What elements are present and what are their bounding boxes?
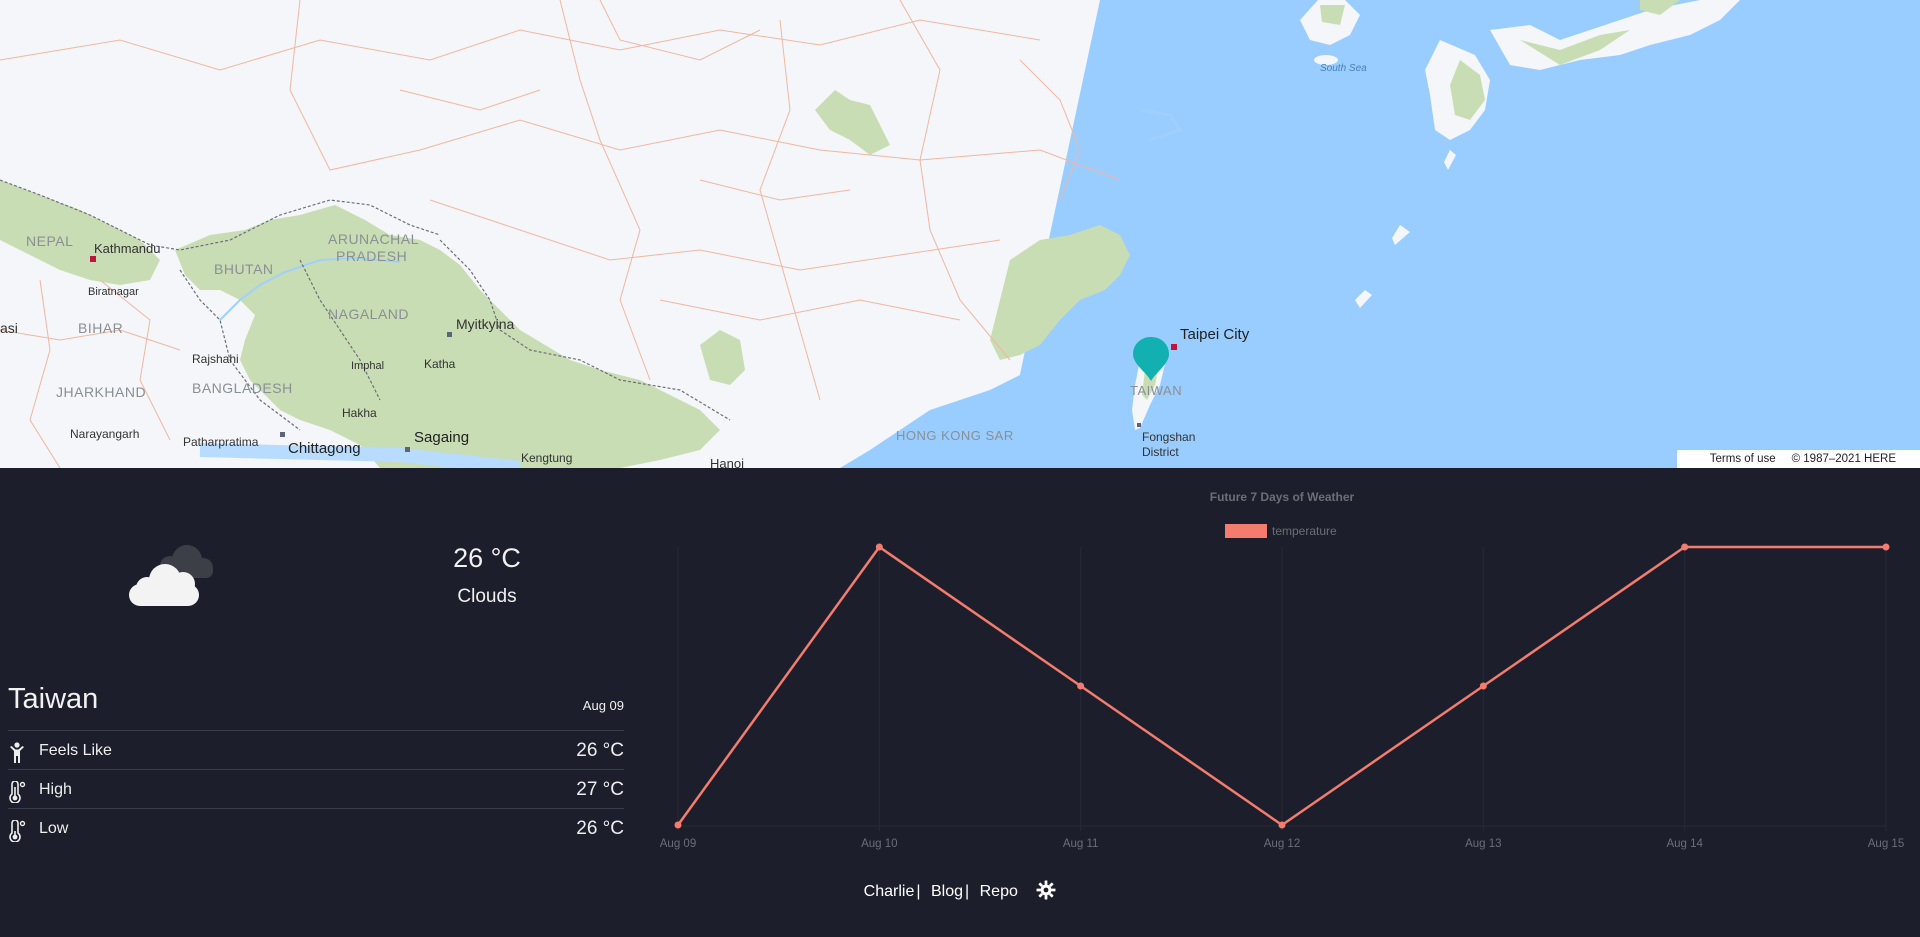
city-dot-kathmandu <box>90 256 96 262</box>
label-nepal: NEPAL <box>26 233 74 249</box>
current-temperature: 26 °C <box>453 543 521 573</box>
label-patharpratima: Patharpratima <box>183 435 259 449</box>
low-row: Low 26 °C <box>8 808 624 847</box>
data-point[interactable] <box>1882 543 1890 551</box>
label-narayangarh: Narayangarh <box>70 427 140 441</box>
city-dot-myitkyina <box>447 332 452 337</box>
label-hakha: Hakha <box>342 406 377 420</box>
label-fongshan: Fongshan <box>1142 430 1196 444</box>
legend-label[interactable]: temperature <box>1272 524 1337 538</box>
gear-icon[interactable] <box>1036 880 1056 900</box>
high-label: High <box>39 781 72 798</box>
low-label: Low <box>39 820 69 837</box>
high-value: 27 °C <box>576 779 624 800</box>
data-point[interactable] <box>1077 682 1085 690</box>
x-tick-label: Aug 15 <box>1868 838 1904 850</box>
clouds-icon <box>129 545 213 606</box>
label-hanoi: Hanoi <box>710 456 744 468</box>
label-chittagong: Chittagong <box>288 440 361 457</box>
x-tick-label: Aug 13 <box>1465 838 1501 850</box>
location-name: Taiwan <box>8 683 99 715</box>
footer-separator: | <box>965 883 970 900</box>
chart-title: Future 7 Days of Weather <box>1210 490 1355 504</box>
terms-of-use-link[interactable]: Terms of use <box>1709 453 1776 465</box>
data-point[interactable] <box>674 821 682 829</box>
data-point[interactable] <box>1479 682 1487 690</box>
feels-like-row: Feels Like 26 °C <box>8 730 624 769</box>
label-hong-kong: HONG KONG SAR <box>896 428 1014 443</box>
x-tick-label: Aug 11 <box>1063 838 1099 850</box>
current-date: Aug 09 <box>582 698 624 713</box>
footer: Charlie | Blog | Repo <box>0 880 1920 901</box>
label-jharkhand: JHARKHAND <box>56 384 147 400</box>
label-bangladesh: BANGLADESH <box>192 380 293 396</box>
feels-like-label: Feels Like <box>39 742 112 759</box>
copyright-text: © 1987–2021 HERE <box>1791 453 1896 465</box>
label-arunachal: ARUNACHAL <box>328 231 419 247</box>
label-pradesh: PRADESH <box>336 248 408 264</box>
label-imphal: Imphal <box>351 360 385 372</box>
forecast-chart[interactable]: Future 7 Days of Weather temperature Aug… <box>640 480 1920 860</box>
label-rajshahi: Rajshahi <box>192 352 239 366</box>
weather-description: Clouds <box>457 586 517 607</box>
label-nagaland: NAGALAND <box>328 306 410 322</box>
data-point[interactable] <box>1278 821 1286 829</box>
city-dot-fongshan <box>1137 423 1141 427</box>
city-dot-sagaing <box>405 447 410 452</box>
x-tick-label: Aug 14 <box>1666 838 1703 850</box>
footer-link-charlie[interactable]: Charlie <box>863 883 915 900</box>
label-bhutan: BHUTAN <box>214 261 274 277</box>
label-south-sea: South Sea <box>1320 63 1367 74</box>
feels-like-value: 26 °C <box>576 740 624 761</box>
footer-separator: | <box>916 883 921 900</box>
low-value: 26 °C <box>576 818 624 839</box>
label-taipei: Taipei City <box>1180 326 1250 343</box>
label-sagaing: Sagaing <box>414 429 470 446</box>
map-attribution: Terms of use © 1987–2021 HERE <box>1677 450 1920 468</box>
label-bihar: BIHAR <box>78 320 124 336</box>
person-icon <box>10 742 24 763</box>
map[interactable]: NEPAL Kathmandu Biratnagar BHUTAN ARUNAC… <box>0 0 1920 468</box>
footer-link-repo[interactable]: Repo <box>979 883 1018 900</box>
map-canvas[interactable] <box>0 0 1920 468</box>
thermometer-high-icon <box>9 781 26 803</box>
label-biratnagar: Biratnagar <box>88 286 139 298</box>
city-dot-taipei <box>1171 344 1177 350</box>
high-row: High 27 °C <box>8 769 624 808</box>
x-tick-label: Aug 09 <box>660 838 696 850</box>
label-fongshan-district: District <box>1142 445 1179 459</box>
label-katha: Katha <box>424 357 456 371</box>
forecast-chart-svg[interactable]: Future 7 Days of Weather temperature Aug… <box>640 480 1920 860</box>
label-myitkyina: Myitkyina <box>456 316 515 332</box>
x-tick-label: Aug 10 <box>861 838 897 850</box>
x-tick-label: Aug 12 <box>1264 838 1300 850</box>
location-marker-icon[interactable] <box>1131 335 1171 383</box>
footer-link-blog[interactable]: Blog <box>930 883 963 900</box>
thermometer-low-icon <box>9 820 26 842</box>
legend-swatch <box>1225 524 1267 538</box>
label-asi: asi <box>0 320 18 336</box>
label-kathmandu: Kathmandu <box>94 241 161 256</box>
data-point[interactable] <box>875 543 883 551</box>
label-taiwan: TAIWAN <box>1130 383 1183 398</box>
label-kengtung: Kengtung <box>521 451 573 465</box>
city-dot-chittagong <box>280 432 285 437</box>
data-point[interactable] <box>1681 543 1689 551</box>
